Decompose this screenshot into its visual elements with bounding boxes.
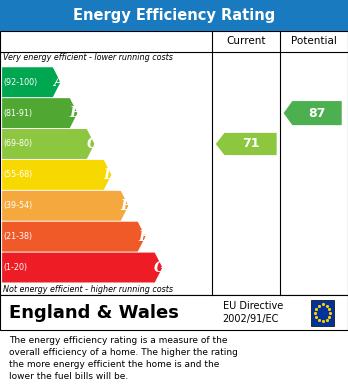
Polygon shape bbox=[2, 191, 128, 221]
Text: England & Wales: England & Wales bbox=[9, 304, 179, 322]
Polygon shape bbox=[216, 133, 277, 155]
Polygon shape bbox=[2, 253, 163, 282]
Text: E: E bbox=[121, 199, 132, 213]
Text: A: A bbox=[53, 75, 64, 89]
Text: 71: 71 bbox=[242, 138, 259, 151]
Polygon shape bbox=[2, 129, 94, 159]
Text: D: D bbox=[103, 168, 115, 182]
Polygon shape bbox=[2, 98, 78, 128]
Text: 2002/91/EC: 2002/91/EC bbox=[223, 314, 279, 324]
Bar bbox=[0, 31, 348, 295]
Text: (39-54): (39-54) bbox=[4, 201, 33, 210]
Bar bbox=[311, 300, 334, 326]
Text: C: C bbox=[87, 137, 98, 151]
Text: Very energy efficient - lower running costs: Very energy efficient - lower running co… bbox=[3, 53, 173, 62]
Text: The energy efficiency rating is a measure of the: The energy efficiency rating is a measur… bbox=[9, 335, 227, 344]
Bar bbox=[0, 0, 348, 31]
Text: 87: 87 bbox=[308, 107, 326, 120]
Text: Energy Efficiency Rating: Energy Efficiency Rating bbox=[73, 8, 275, 23]
Text: Current: Current bbox=[227, 36, 266, 47]
Text: G: G bbox=[154, 260, 166, 274]
Polygon shape bbox=[2, 160, 111, 190]
Text: (92-100): (92-100) bbox=[4, 78, 38, 87]
Polygon shape bbox=[2, 222, 145, 252]
Polygon shape bbox=[284, 101, 342, 125]
Text: the more energy efficient the home is and the: the more energy efficient the home is an… bbox=[9, 360, 219, 369]
Text: (81-91): (81-91) bbox=[4, 109, 33, 118]
Text: B: B bbox=[69, 106, 81, 120]
Text: (1-20): (1-20) bbox=[4, 263, 28, 272]
Polygon shape bbox=[2, 67, 61, 97]
Text: lower the fuel bills will be.: lower the fuel bills will be. bbox=[9, 372, 128, 381]
Bar bbox=[0, 295, 348, 330]
Text: (21-38): (21-38) bbox=[4, 232, 33, 241]
Text: Not energy efficient - higher running costs: Not energy efficient - higher running co… bbox=[3, 285, 173, 294]
Text: (69-80): (69-80) bbox=[4, 140, 33, 149]
Text: Potential: Potential bbox=[291, 36, 337, 47]
Text: F: F bbox=[138, 230, 148, 244]
Text: EU Directive: EU Directive bbox=[223, 301, 283, 312]
Text: overall efficiency of a home. The higher the rating: overall efficiency of a home. The higher… bbox=[9, 348, 238, 357]
Text: (55-68): (55-68) bbox=[4, 170, 33, 179]
